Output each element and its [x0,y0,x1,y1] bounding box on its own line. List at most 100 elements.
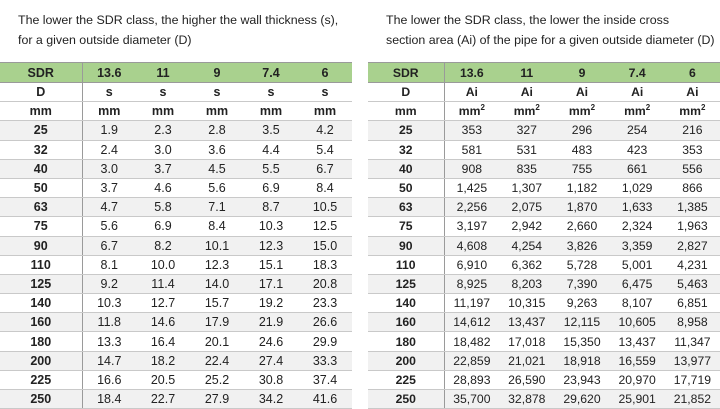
value-cell: 37.4 [298,370,352,391]
table-row: 32 581 531 483 423 353 [368,140,720,160]
table-row: 75 3,197 2,942 2,660 2,324 1,963 [368,216,720,237]
table-row: 63 4.7 5.8 7.1 8.7 10.5 [0,197,352,218]
column-symbol: Ai [444,82,500,103]
value-cell: 15.7 [190,293,244,314]
column-symbol: s [298,82,352,103]
table-row: 200 14.7 18.2 22.4 27.4 33.3 [0,351,352,371]
value-cell: 14.7 [82,351,136,371]
diameter-cell: 50 [0,178,83,199]
sdr-value: 11 [499,62,555,83]
table-row: 63 2,256 2,075 1,870 1,633 1,385 [368,197,720,218]
diameter-cell: 200 [368,351,445,371]
value-cell: 26.6 [298,312,352,333]
value-cell: 2.8 [190,120,244,141]
table-row: 90 6.7 8.2 10.1 12.3 15.0 [0,236,352,256]
column-symbol: Ai [664,82,720,103]
column-unit: mm [298,101,352,122]
value-cell: 3,197 [444,216,500,237]
value-cell: 216 [664,120,720,141]
value-cell: 10.0 [136,255,190,275]
column-symbol: s [244,82,298,103]
value-cell: 12.7 [136,293,190,314]
value-cell: 33.3 [298,351,352,371]
value-cell: 5,001 [609,255,665,275]
value-cell: 4.7 [82,197,136,218]
column-symbol: s [136,82,190,103]
value-cell: 9.2 [82,274,136,295]
value-cell: 23,943 [554,370,610,391]
value-cell: 35,700 [444,389,500,409]
value-cell: 6.7 [298,159,352,179]
value-cell: 13.3 [82,331,136,352]
value-cell: 1,870 [554,197,610,218]
value-cell: 8,925 [444,274,500,295]
unit-header-row: mm mm2 mm2 mm2 mm2 mm2 [368,101,720,122]
unit-superscript: 2 [535,103,540,113]
value-cell: 29.9 [298,331,352,352]
value-cell: 18,482 [444,331,500,352]
value-cell: 10,315 [499,293,555,314]
value-cell: 6,362 [499,255,555,275]
table-row: 125 8,925 8,203 7,390 6,475 5,463 [368,274,720,295]
value-cell: 23.3 [298,293,352,314]
value-cell: 3,826 [554,236,610,256]
value-cell: 3.0 [136,140,190,160]
value-cell: 19.2 [244,293,298,314]
column-symbol: s [82,82,136,103]
column-symbol: Ai [554,82,610,103]
value-cell: 20,970 [609,370,665,391]
symbol-header-row: D Ai Ai Ai Ai Ai [368,82,720,103]
diameter-unit: mm [368,101,445,122]
inside-area-panel: The lower the SDR class, the lower the i… [368,0,720,409]
value-cell: 296 [554,120,610,141]
value-cell: 4,608 [444,236,500,256]
sdr-value: 7.4 [609,62,665,83]
diameter-cell: 125 [0,274,83,295]
value-cell: 4.4 [244,140,298,160]
value-cell: 5.5 [244,159,298,179]
value-cell: 25,901 [609,389,665,409]
value-cell: 6.9 [244,178,298,199]
table-row: 200 22,859 21,021 18,918 16,559 13,977 [368,351,720,371]
value-cell: 14.0 [190,274,244,295]
inside-area-table: SDR 13.6 11 9 7.4 6 D Ai Ai Ai Ai Ai mm mm2 mm2 mm2 mm2 m… [368,62,720,409]
unit-superscript: 2 [645,103,651,113]
value-cell: 327 [499,120,555,141]
value-cell: 254 [609,120,665,141]
table-row: 225 16.6 20.5 25.2 30.8 37.4 [0,370,352,391]
diameter-cell: 90 [0,236,83,256]
value-cell: 6.7 [82,236,136,256]
diameter-cell: 32 [0,140,83,160]
value-cell: 2.4 [82,140,136,160]
value-cell: 17,719 [664,370,720,391]
value-cell: 8.2 [136,236,190,256]
diameter-cell: 125 [368,274,445,295]
unit-text: mm [458,104,481,119]
value-cell: 353 [444,120,500,141]
sdr-value: 6 [664,62,720,83]
table-row: 40 3.0 3.7 4.5 5.5 6.7 [0,159,352,179]
sdr-value: 13.6 [444,62,500,83]
unit-text: mm [313,104,337,119]
unit-text: mm [679,104,701,119]
diameter-cell: 63 [368,197,445,218]
value-cell: 11.8 [82,312,136,333]
sdr-label: SDR [368,62,445,83]
value-cell: 18.3 [298,255,352,275]
value-cell: 581 [444,140,500,160]
column-symbol: s [190,82,244,103]
table-row: 50 3.7 4.6 5.6 6.9 8.4 [0,178,352,199]
value-cell: 835 [499,159,555,179]
value-cell: 13,437 [609,331,665,352]
column-unit: mm [244,101,298,122]
column-unit: mm2 [444,101,500,122]
column-unit: mm [136,101,190,122]
diameter-cell: 75 [368,216,445,237]
value-cell: 12,115 [554,312,610,333]
wall-thickness-caption: The lower the SDR class, the higher the … [0,0,352,62]
caption-line-2: section area (Ai) of the pipe for a give… [386,33,715,47]
table-row: 25 353 327 296 254 216 [368,120,720,141]
value-cell: 908 [444,159,500,179]
diameter-cell: 110 [368,255,445,275]
